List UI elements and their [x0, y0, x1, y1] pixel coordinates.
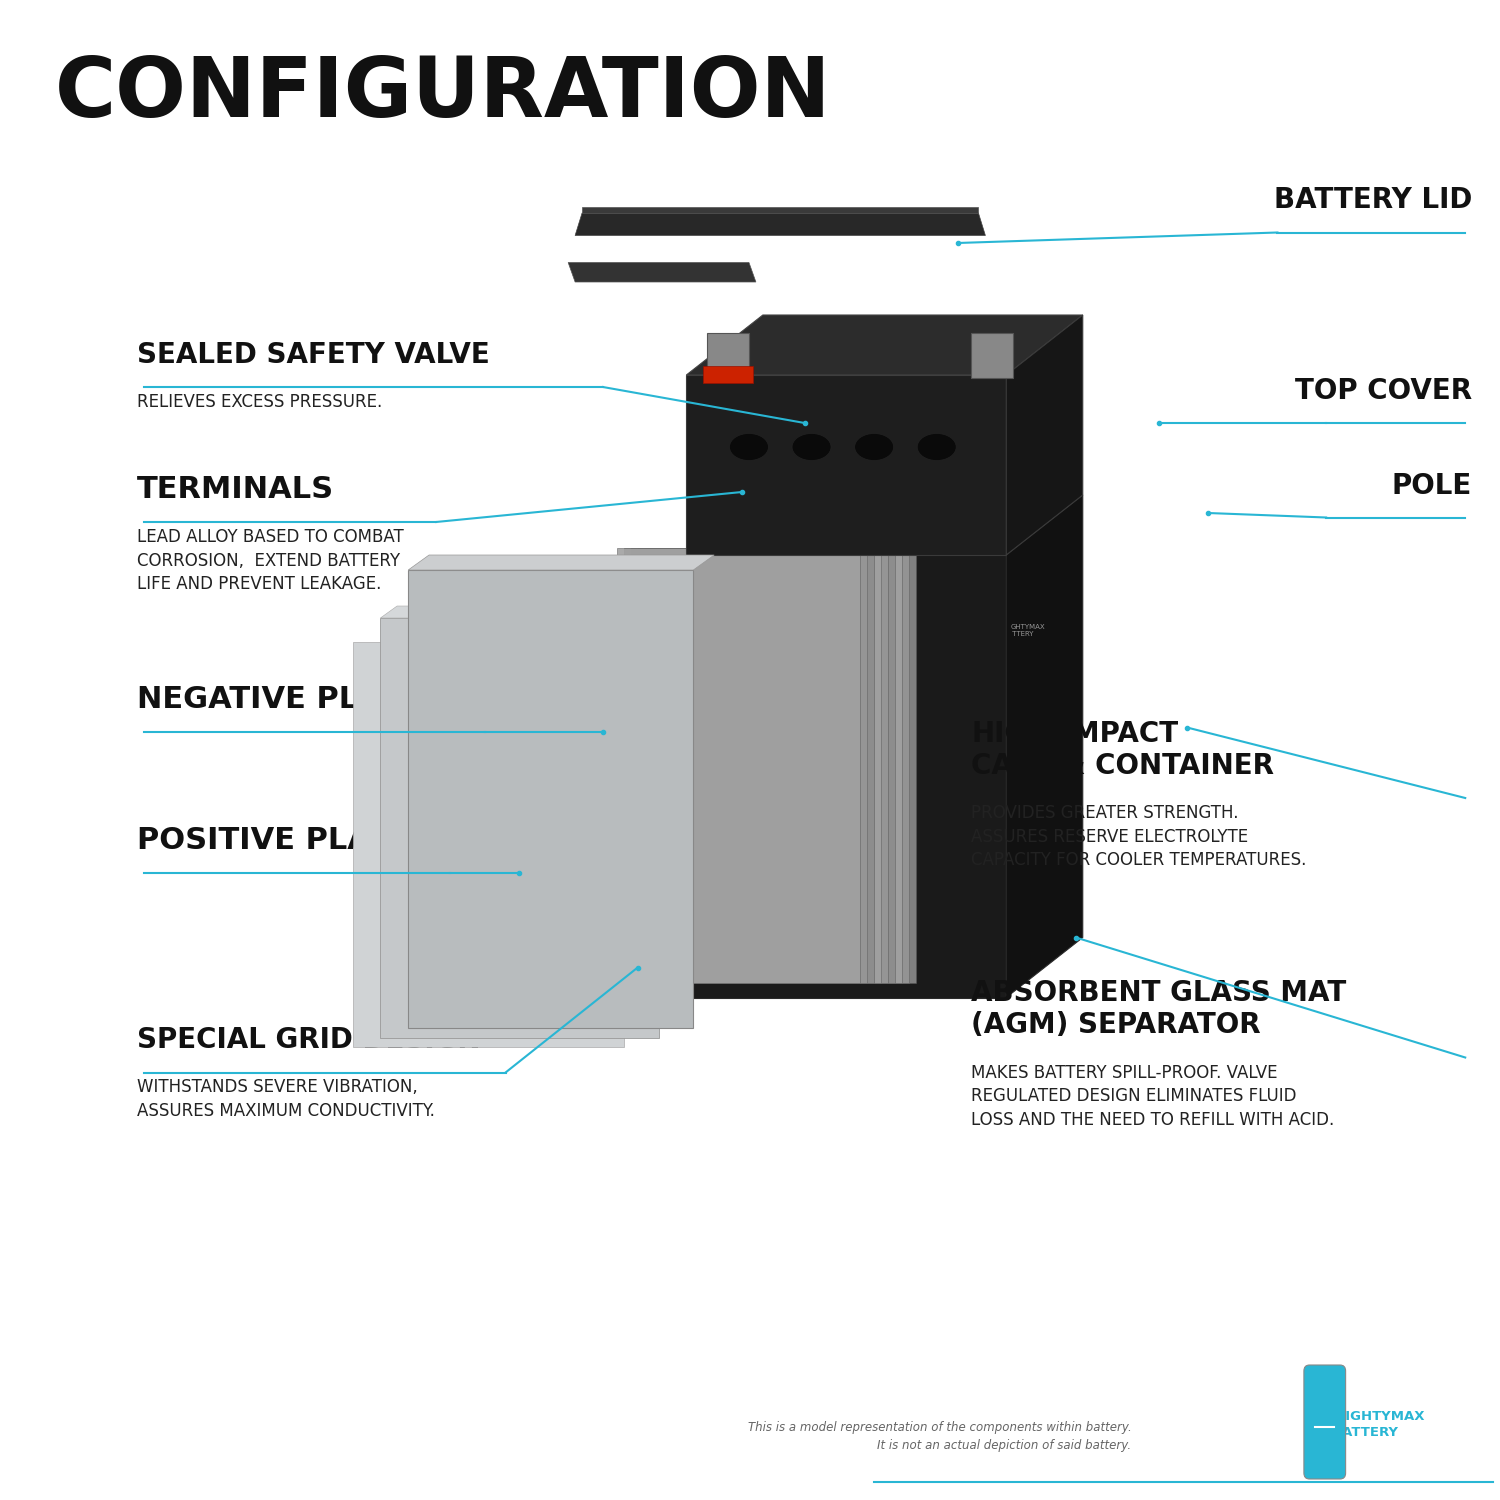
- Polygon shape: [408, 555, 714, 570]
- Text: ABSORBENT GLASS MAT
(AGM) SEPARATOR: ABSORBENT GLASS MAT (AGM) SEPARATOR: [972, 980, 1347, 1040]
- Text: SEALED SAFETY VALVE: SEALED SAFETY VALVE: [136, 340, 490, 369]
- Text: MAKES BATTERY SPILL-PROOF. VALVE
REGULATED DESIGN ELIMINATES FLUID
LOSS AND THE : MAKES BATTERY SPILL-PROOF. VALVE REGULAT…: [972, 1064, 1335, 1128]
- Ellipse shape: [916, 433, 956, 460]
- Text: POLE: POLE: [1392, 471, 1472, 500]
- Polygon shape: [381, 606, 675, 618]
- Polygon shape: [645, 548, 888, 982]
- Polygon shape: [616, 548, 860, 982]
- Polygon shape: [381, 618, 658, 1038]
- Polygon shape: [574, 213, 986, 236]
- Polygon shape: [478, 608, 693, 1012]
- Text: PROVIDES GREATER STRENGTH.
ASSURES RESERVE ELECTROLYTE
CAPACITY FOR COOLER TEMPE: PROVIDES GREATER STRENGTH. ASSURES RESER…: [972, 804, 1306, 868]
- Text: BATTERY LID: BATTERY LID: [1274, 186, 1472, 214]
- Polygon shape: [582, 207, 978, 213]
- Text: CONFIGURATION: CONFIGURATION: [56, 53, 831, 134]
- Text: POSITIVE PLATE: POSITIVE PLATE: [136, 827, 410, 855]
- Text: GHTYMAX
 TTERY: GHTYMAX TTERY: [1011, 624, 1046, 636]
- Polygon shape: [706, 333, 748, 378]
- Text: NEGATIVE PLATE: NEGATIVE PLATE: [136, 686, 422, 714]
- Text: RELIEVES EXCESS PRESSURE.: RELIEVES EXCESS PRESSURE.: [136, 393, 382, 411]
- Ellipse shape: [792, 433, 831, 460]
- Text: WITHSTANDS SEVERE VIBRATION,
ASSURES MAXIMUM CONDUCTIVITY.: WITHSTANDS SEVERE VIBRATION, ASSURES MAX…: [136, 1078, 435, 1120]
- Ellipse shape: [729, 433, 768, 460]
- Polygon shape: [687, 375, 1006, 555]
- Polygon shape: [568, 262, 756, 282]
- Text: This is a model representation of the components within battery.
It is not an ac: This is a model representation of the co…: [747, 1422, 1131, 1452]
- Polygon shape: [972, 333, 1012, 378]
- Polygon shape: [624, 548, 867, 982]
- Polygon shape: [638, 548, 880, 982]
- Text: TERMINALS: TERMINALS: [136, 476, 334, 504]
- Polygon shape: [1007, 495, 1083, 998]
- Text: SPECIAL GRID DESIGN: SPECIAL GRID DESIGN: [136, 1026, 480, 1054]
- Polygon shape: [687, 315, 1083, 375]
- Polygon shape: [408, 570, 693, 1028]
- Polygon shape: [666, 548, 909, 982]
- Ellipse shape: [855, 433, 894, 460]
- Polygon shape: [704, 366, 753, 382]
- Polygon shape: [630, 548, 874, 982]
- Text: TOP COVER: TOP COVER: [1294, 376, 1472, 405]
- Text: HIGH-IMPACT
CASE & CONTAINER: HIGH-IMPACT CASE & CONTAINER: [972, 720, 1275, 780]
- Text: LEAD ALLOY BASED TO COMBAT
CORROSION,  EXTEND BATTERY
LIFE AND PREVENT LEAKAGE.: LEAD ALLOY BASED TO COMBAT CORROSION, EX…: [136, 528, 404, 592]
- Polygon shape: [687, 555, 1006, 998]
- Polygon shape: [1007, 315, 1083, 555]
- Polygon shape: [651, 548, 896, 982]
- Polygon shape: [672, 548, 916, 982]
- Text: MIGHTYMAX
BATTERY: MIGHTYMAX BATTERY: [1334, 1410, 1425, 1440]
- Polygon shape: [658, 548, 902, 982]
- FancyBboxPatch shape: [1304, 1365, 1346, 1479]
- Polygon shape: [352, 642, 624, 1047]
